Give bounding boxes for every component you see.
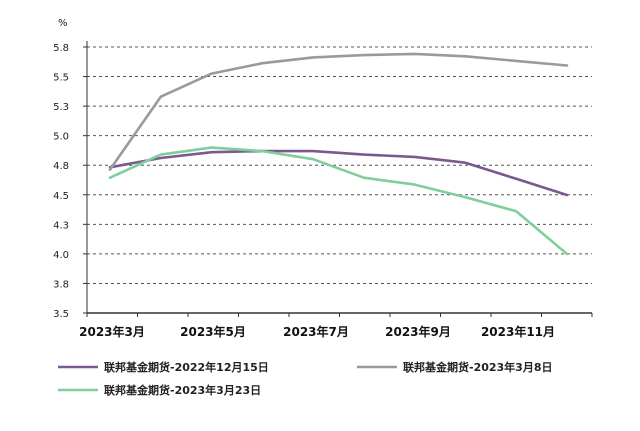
x-tick-label-2: 2023年7月 <box>283 324 349 339</box>
legend-label-0: 联邦基金期货-2022年12月15日 <box>104 360 269 374</box>
legend-label-1: 联邦基金期货-2023年3月8日 <box>403 360 553 374</box>
y-tick-label-4.0: 4.0 <box>53 250 69 261</box>
x-tick-label-4: 2023年11月 <box>481 324 555 339</box>
series-line-1 <box>108 52 569 171</box>
y-tick-label-4.5: 4.5 <box>53 191 69 202</box>
legend: 联邦基金期货-2022年12月15日 联邦基金期货-2023年3月8日联邦基金期货… <box>58 360 553 397</box>
y-tick-label-5.0: 5.0 <box>53 132 69 143</box>
x-tick-label-3: 2023年9月 <box>385 324 451 339</box>
grid-layer <box>87 46 592 284</box>
y-axis-unit: % <box>58 18 68 29</box>
x-tick-label-1: 2023年5月 <box>180 324 246 339</box>
y-tick-label-5.3: 5.3 <box>53 102 69 113</box>
y-tick-label-5.8: 5.8 <box>53 43 69 54</box>
legend-label-2: 联邦基金期货-2023年3月23日 <box>104 383 261 397</box>
y-tick-label-3.5: 3.5 <box>53 309 69 320</box>
y-tick-label-5.5: 5.5 <box>53 73 69 84</box>
y-tick-label-4.3: 4.3 <box>53 220 69 231</box>
y-tick-label-4.8: 4.8 <box>53 161 69 172</box>
series-line-2 <box>108 146 569 256</box>
x-tick-label-0: 2023年3月 <box>79 324 145 339</box>
series-layer <box>108 52 569 256</box>
axis-layer: 3.5 3.8 4.0 4.3 4.5 4.8 5.0 5.3 5.5 5.8 2023年3月 202… <box>53 41 593 339</box>
series-line-0 <box>108 149 569 197</box>
y-tick-label-3.8: 3.8 <box>53 279 69 290</box>
